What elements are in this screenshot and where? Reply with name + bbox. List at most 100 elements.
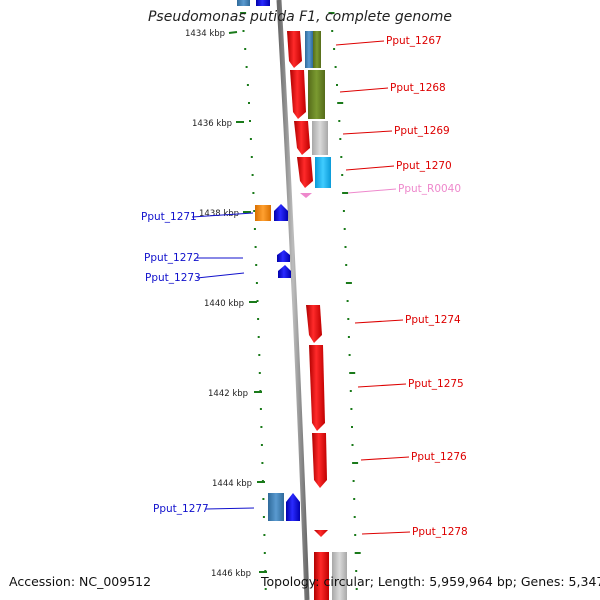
minor-tick xyxy=(249,138,252,140)
minor-tick xyxy=(255,264,258,266)
gene-label-Pput_1272[interactable]: Pput_1272 xyxy=(144,252,200,264)
gene-label-Pput_1277[interactable]: Pput_1277 xyxy=(153,503,209,515)
tick-label-1444: 1444 kbp xyxy=(212,479,252,489)
minor-tick xyxy=(252,192,255,194)
map-title: Pseudomonas putida F1, complete genome xyxy=(147,9,453,25)
gene-Pput_1269[interactable] xyxy=(294,121,328,155)
gene-Pput_1278[interactable] xyxy=(314,530,328,537)
genome-backbone xyxy=(276,0,310,600)
gene-partial-bottom-1[interactable] xyxy=(314,552,329,600)
minor-tick xyxy=(351,444,354,446)
gene-label-Pput_R0040[interactable]: Pput_R0040 xyxy=(398,183,461,195)
gene-label-Pput_1267[interactable]: Pput_1267 xyxy=(386,35,442,47)
cog-bar[interactable] xyxy=(308,70,325,119)
minor-tick xyxy=(342,210,345,212)
gene-label-Pput_1273[interactable]: Pput_1273 xyxy=(145,272,201,284)
gene-label-Pput_1268[interactable]: Pput_1268 xyxy=(390,82,446,94)
minor-tick xyxy=(345,264,348,266)
minor-tick xyxy=(341,174,344,176)
gene-Pput_1270[interactable] xyxy=(297,157,331,188)
minor-tick xyxy=(262,516,265,518)
minor-tick xyxy=(257,336,260,338)
gene-partial-top-1[interactable] xyxy=(237,0,250,6)
minor-tick xyxy=(352,480,355,482)
gene-Pput_R0040[interactable] xyxy=(300,193,312,198)
gene-label-Pput_1278[interactable]: Pput_1278 xyxy=(412,526,468,538)
major-tick xyxy=(228,31,238,34)
minor-tick xyxy=(355,588,358,590)
minor-tick xyxy=(352,462,359,464)
gene-partial-top-2[interactable] xyxy=(256,0,270,6)
gene-arrow[interactable] xyxy=(314,530,328,537)
minor-tick xyxy=(263,552,266,554)
gene-arrow[interactable] xyxy=(309,345,325,431)
gene-Pput_1268[interactable] xyxy=(290,70,325,119)
minor-tick xyxy=(353,516,356,518)
gene-label-Pput_1275[interactable]: Pput_1275 xyxy=(408,378,464,390)
tick-ring-right xyxy=(328,12,361,590)
tick-label-1442: 1442 kbp xyxy=(208,389,248,399)
gene-arrow[interactable] xyxy=(277,250,290,262)
minor-tick xyxy=(354,552,361,554)
gene-arrow[interactable] xyxy=(306,305,322,343)
gene-partial-bottom-2[interactable] xyxy=(332,552,347,600)
gene-label-Pput_1271[interactable]: Pput_1271 xyxy=(141,211,197,223)
gene-label-Pput_1274[interactable]: Pput_1274 xyxy=(405,314,461,326)
gene-arrow[interactable] xyxy=(286,493,300,521)
minor-tick xyxy=(342,192,349,194)
tick-label-1440: 1440 kbp xyxy=(204,299,244,309)
minor-tick xyxy=(242,30,245,32)
minor-tick xyxy=(347,336,350,338)
minor-tick xyxy=(348,354,351,356)
tick-label-1438: 1438 kbp xyxy=(199,209,239,219)
minor-tick xyxy=(245,66,248,68)
minor-tick xyxy=(258,354,261,356)
minor-tick xyxy=(260,444,263,446)
gene-Pput_1273[interactable] xyxy=(278,265,291,278)
gene-label-Pput_1276[interactable]: Pput_1276 xyxy=(411,451,467,463)
cog-bar[interactable] xyxy=(312,121,328,155)
gene-Pput_1272[interactable] xyxy=(277,250,290,262)
gene-arrow[interactable] xyxy=(297,157,313,188)
gene-arrow[interactable] xyxy=(278,265,291,278)
gene-arrow[interactable] xyxy=(290,70,306,119)
minor-tick xyxy=(262,498,265,500)
gene-Pput_1277[interactable] xyxy=(268,493,300,521)
minor-tick xyxy=(260,426,263,428)
minor-tick xyxy=(254,246,257,248)
gene-arrow[interactable] xyxy=(274,204,288,221)
gene-arrow[interactable] xyxy=(300,193,312,198)
tick-labels: 1434 kbp 1436 kbp 1438 kbp 1440 kbp 1442… xyxy=(185,29,267,579)
gene-Pput_1271[interactable] xyxy=(255,204,288,221)
cog-bar[interactable] xyxy=(315,157,331,188)
cog-bar[interactable] xyxy=(305,31,313,68)
minor-tick xyxy=(333,48,336,50)
minor-tick xyxy=(343,228,346,230)
tick-ring-left xyxy=(240,12,267,590)
gene-Pput_1276[interactable] xyxy=(312,433,327,488)
gene-Pput_1275[interactable] xyxy=(309,345,325,431)
minor-tick xyxy=(240,12,247,14)
minor-tick xyxy=(351,426,353,428)
gene-label-Pput_1269[interactable]: Pput_1269 xyxy=(394,125,450,137)
minor-tick xyxy=(337,102,344,104)
minor-tick xyxy=(331,30,334,32)
gene-arrow[interactable] xyxy=(312,433,327,488)
minor-tick xyxy=(349,390,352,392)
minor-tick xyxy=(339,138,342,140)
cog-bar[interactable] xyxy=(313,31,321,68)
minor-tick xyxy=(261,462,264,464)
minor-tick xyxy=(244,48,247,50)
gene-arrow[interactable] xyxy=(287,31,302,68)
cog-bar[interactable] xyxy=(268,493,284,521)
minor-tick xyxy=(263,534,266,536)
gene-Pput_1267[interactable] xyxy=(287,31,321,68)
cog-bar[interactable] xyxy=(255,205,271,221)
minor-tick xyxy=(336,84,338,86)
gene-arrow[interactable] xyxy=(294,121,310,155)
minor-tick xyxy=(264,588,267,590)
minor-tick xyxy=(340,156,343,158)
gene-label-Pput_1270[interactable]: Pput_1270 xyxy=(396,160,452,172)
gene-Pput_1274[interactable] xyxy=(306,305,322,343)
